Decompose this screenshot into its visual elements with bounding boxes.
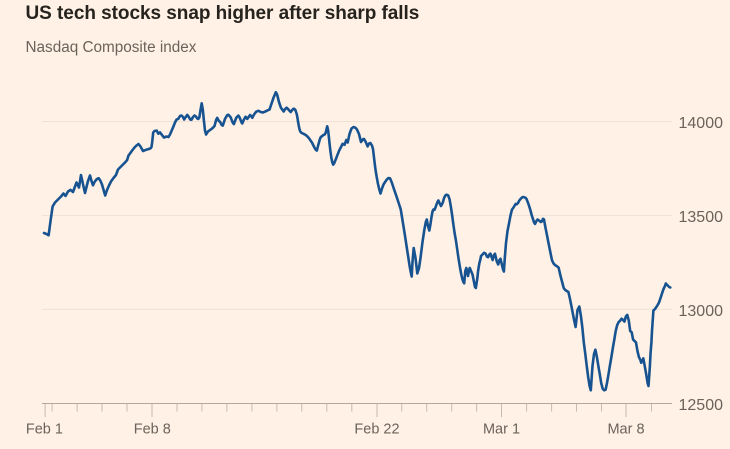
svg-text:Feb 22: Feb 22: [354, 422, 399, 438]
svg-text:12500: 12500: [679, 397, 724, 414]
svg-text:13000: 13000: [679, 303, 724, 320]
svg-text:13500: 13500: [679, 209, 724, 226]
svg-text:Feb 8: Feb 8: [134, 422, 171, 438]
svg-text:Mar 8: Mar 8: [607, 422, 644, 438]
svg-text:14000: 14000: [679, 115, 724, 132]
svg-text:Mar 1: Mar 1: [483, 422, 520, 438]
svg-text:Feb 1: Feb 1: [26, 422, 63, 438]
